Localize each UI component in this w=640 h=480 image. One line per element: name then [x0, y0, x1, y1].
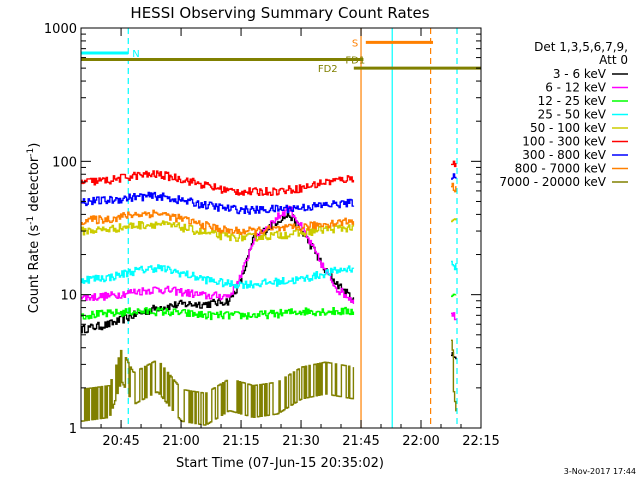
y-tick-label-4: 1000	[44, 22, 77, 37]
flag-label-s: S	[352, 38, 358, 49]
legend-header-line2: Att 0	[599, 53, 628, 67]
x-tick-label-3: 21:15	[222, 434, 259, 449]
flag-label-fd1: FD1	[345, 56, 365, 67]
series-line-3	[81, 293, 457, 321]
x-tick-label-7: 22:15	[462, 434, 499, 449]
legend-header-line1: Det 1,3,5,6,7,9,	[534, 40, 628, 54]
series-line-1	[81, 211, 457, 360]
flag-label-n: N	[132, 49, 139, 60]
legend-label-1: 3 - 6 keV	[553, 67, 607, 81]
legend-label-8: 800 - 7000 keV	[515, 162, 607, 176]
x-tick-label-5: 21:45	[342, 434, 379, 449]
y-axis-label-mid: detector	[27, 156, 42, 216]
y-tick-label-2: 10	[60, 289, 77, 304]
legend-label-4: 25 - 50 keV	[538, 108, 607, 122]
legend-label-9: 7000 - 20000 keV	[499, 175, 606, 189]
legend-label-3: 12 - 25 keV	[538, 94, 607, 108]
x-axis: 20:45 21:00 21:15 21:30 21:45 22:00 22:15	[100, 28, 500, 449]
legend-label-7: 300 - 800 keV	[522, 148, 606, 162]
series-line-4	[81, 260, 457, 289]
x-tick-label-2: 21:00	[162, 434, 199, 449]
y-axis-label: Count Rate (s-1 detector-1)	[26, 143, 42, 314]
series-line-6	[81, 160, 457, 196]
plot-area: N S FD1 FD2	[81, 28, 481, 428]
y-axis-label-sup1: -1	[26, 216, 36, 225]
x-tick-label-6: 22:00	[402, 434, 439, 449]
series-line-7	[81, 173, 457, 215]
y-tick-label-3: 100	[52, 155, 77, 170]
y-axis-label-end: )	[27, 143, 42, 148]
y-axis: 1 10 100 1000	[44, 22, 481, 437]
x-tick-label-4: 21:30	[282, 434, 319, 449]
series-line-8	[81, 182, 457, 236]
x-axis-label: Start Time (07-Jun-15 20:35:02)	[176, 456, 384, 471]
legend-label-5: 50 - 100 keV	[530, 121, 607, 135]
x-tick-label-1: 20:45	[102, 434, 139, 449]
y-axis-label-main: Count Rate (s	[27, 225, 42, 314]
series-line-2	[81, 205, 457, 321]
y-axis-label-sup2: -1	[26, 148, 36, 157]
flag-label-fd2: FD2	[318, 64, 338, 75]
legend-label-6: 100 - 300 keV	[522, 135, 606, 149]
chart-title: HESSI Observing Summary Count Rates	[130, 4, 429, 22]
legend-label-2: 6 - 12 keV	[545, 81, 607, 95]
y-tick-label-1: 1	[69, 422, 77, 437]
series-line-9	[81, 339, 457, 426]
footer-date: 3-Nov-2017 17:44	[564, 467, 636, 476]
